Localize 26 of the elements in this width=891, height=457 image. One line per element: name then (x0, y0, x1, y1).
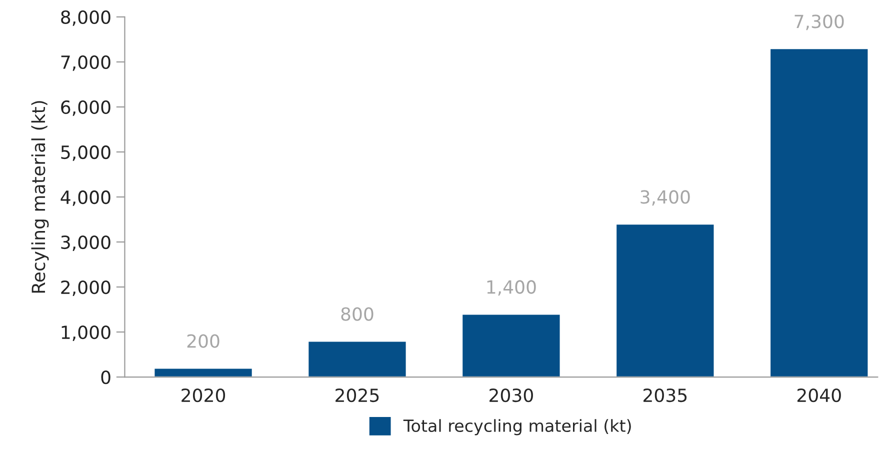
y-tick-label: 8,000 (61, 10, 110, 26)
bar (615, 223, 716, 378)
y-tick-label: 1,000 (62, 325, 110, 341)
data-label: 800 (341, 307, 374, 321)
bar (153, 367, 254, 378)
y-tick-label: 2,000 (61, 280, 110, 296)
data-label: 7,300 (794, 14, 844, 30)
y-tick-label: 5,000 (61, 145, 110, 161)
y-tick-label: 3,000 (61, 235, 110, 251)
data-label: 1,400 (487, 280, 536, 296)
x-tick-label: 2020 (182, 388, 226, 402)
y-axis-title: Recyling material (kt) (31, 101, 49, 293)
y-tick-label: 4,000 (60, 190, 110, 206)
y-tick-label: 0 (101, 370, 110, 384)
x-tick-label: 2035 (644, 388, 687, 402)
y-tick-label: 6,000 (61, 100, 110, 116)
x-tick-label: 2030 (490, 388, 533, 402)
bar (769, 48, 870, 378)
data-label: 200 (187, 334, 220, 348)
bar (307, 340, 408, 378)
y-tick-label: 7,000 (61, 55, 110, 71)
legend-label: Total recycling material (kt) (403, 419, 631, 436)
x-tick-label: 2025 (336, 388, 379, 402)
bar (461, 313, 562, 378)
x-tick-label: 2040 (797, 388, 841, 402)
data-label: 3,400 (640, 190, 690, 206)
